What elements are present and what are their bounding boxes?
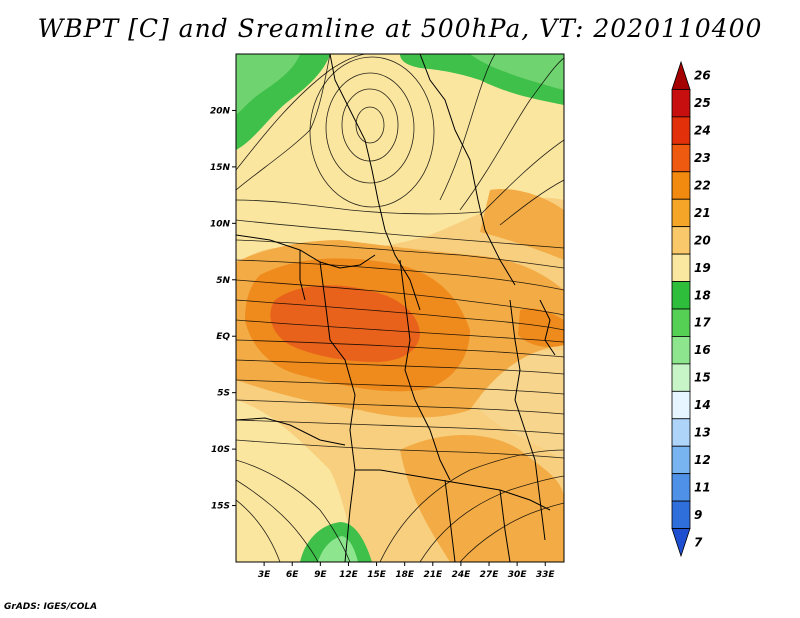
- colorbar-label: 15: [694, 371, 711, 385]
- map-title: WBPT [C] and Sreamline at 500hPa, VT: 20…: [37, 14, 763, 43]
- colorbar-label: 25: [694, 96, 711, 110]
- colorbar: 26 25 24 23 22 21 20 19 18 17 16 15 14 13 12 11 9 7: [671, 60, 711, 558]
- colorbar-label: 26: [694, 69, 711, 83]
- colorbar-label: 24: [694, 124, 711, 138]
- lon-label: 18E: [395, 570, 415, 580]
- lat-label: EQ: [216, 332, 230, 342]
- country-borders: [236, 54, 556, 562]
- colorbar-swatch: [671, 89, 691, 118]
- colorbar-label: 19: [694, 261, 711, 275]
- colorbar-label: 9: [694, 508, 702, 522]
- lon-label: 15E: [367, 570, 387, 580]
- colorbar-swatch: [671, 390, 691, 420]
- field-band-19-south: [236, 400, 360, 562]
- colorbar-swatch: [671, 528, 691, 558]
- colorbar-label: 20: [694, 233, 711, 247]
- colorbar-label: 22: [694, 179, 711, 193]
- lat-label: 10S: [211, 445, 230, 455]
- colorbar-swatch: [671, 198, 691, 228]
- colorbar-label: 12: [694, 453, 711, 467]
- colorbar-swatch: [671, 336, 691, 365]
- colorbar-label: 14: [694, 398, 711, 412]
- streamlines: [236, 54, 564, 562]
- lon-label: 27E: [480, 570, 500, 580]
- longitude-axis: 3E 6E 9E 12E 15E 18E 21E 24E 27E 30E 33E: [258, 562, 556, 580]
- colorbar-swatch: [671, 445, 691, 475]
- colorbar-label: 18: [694, 288, 711, 302]
- colorbar-swatch: [671, 60, 691, 90]
- lon-label: 21E: [423, 570, 443, 580]
- map-frame: [235, 53, 565, 563]
- colorbar-label: 23: [694, 151, 711, 165]
- lon-label: 30E: [508, 570, 528, 580]
- grads-credit: GrADS: IGES/COLA: [4, 602, 98, 612]
- lat-label: 10N: [210, 219, 231, 229]
- colorbar-swatch: [671, 226, 691, 255]
- lat-label: 5S: [217, 389, 230, 399]
- field-band-19: [236, 54, 564, 262]
- colorbar-swatch: [671, 473, 691, 502]
- map-panel: [236, 54, 564, 562]
- lat-label: 15S: [211, 502, 230, 512]
- latitude-axis: 20N 15N 10N 5N EQ 5S 10S 15S: [210, 106, 236, 512]
- colorbar-swatch: [671, 418, 691, 447]
- colorbar-swatch: [671, 143, 691, 173]
- field-band-17-south: [318, 536, 358, 562]
- colorbar-label: 11: [694, 480, 711, 494]
- lon-label: 33E: [536, 570, 556, 580]
- lon-label: 9E: [314, 570, 327, 580]
- lat-label: 20N: [210, 106, 231, 116]
- colorbar-swatch: [671, 253, 691, 282]
- colorbar-label: 7: [694, 535, 703, 549]
- field-band-17-nw: [236, 54, 300, 115]
- colorbar-label: 16: [694, 343, 711, 357]
- colorbar-label: 21: [694, 206, 711, 220]
- colorbar-swatch: [671, 116, 691, 145]
- lon-label: 6E: [286, 570, 299, 580]
- lon-label: 12E: [339, 570, 359, 580]
- colorbar-swatch: [671, 171, 691, 200]
- lon-label: 3E: [258, 570, 271, 580]
- field-band-21-south: [400, 435, 564, 562]
- colorbar-swatch: [671, 281, 691, 310]
- field-band-17-ne: [470, 54, 564, 90]
- lat-label: 5N: [216, 276, 230, 286]
- colorbar-label: 17: [694, 316, 711, 330]
- field-band-21-ne: [480, 189, 564, 260]
- field-band-22-east: [518, 308, 564, 347]
- colorbar-label: 13: [694, 426, 711, 440]
- colorbar-swatch: [671, 363, 691, 392]
- lat-label: 15N: [210, 163, 231, 173]
- lon-label: 24E: [452, 570, 472, 580]
- colorbar-swatch: [671, 308, 691, 337]
- colorbar-swatch: [671, 500, 691, 529]
